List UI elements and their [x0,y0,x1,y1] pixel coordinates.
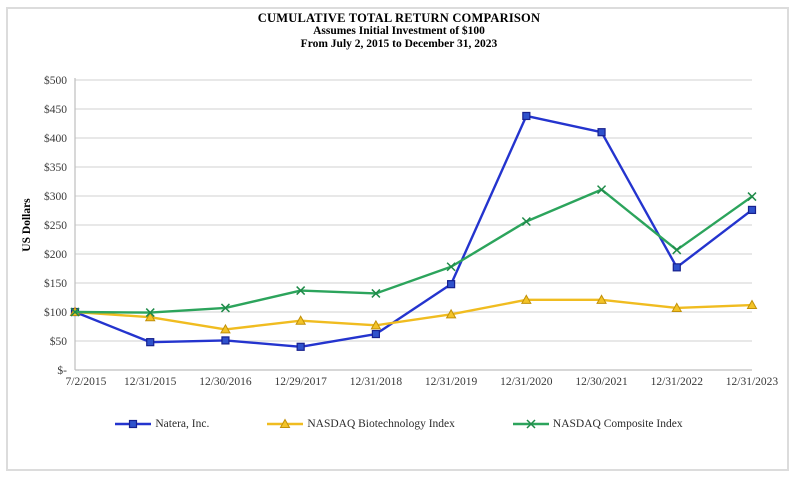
data-point-x [220,303,230,313]
data-point-triangle [746,299,758,310]
y-tick-label: $250 [44,219,67,232]
data-point-square [747,205,757,215]
data-point-triangle [671,302,683,312]
x-tick-label: 12/31/2019 [425,376,478,388]
x-tick-label: 12/31/2022 [651,376,704,388]
data-point-triangle [520,294,532,304]
data-point-triangle [370,319,382,330]
data-point-square [371,329,380,339]
y-axis-title: US Dollars [21,198,33,252]
data-point-triangle [220,323,231,334]
x-tick-label: 12/29/2017 [274,376,327,388]
legend-item-natera: Natera, Inc. [115,417,209,431]
data-point-square [597,128,606,137]
series-line-nasdaq-biotechnology-index [73,298,754,331]
data-point-x [145,308,155,318]
y-tick-label: $200 [44,248,67,261]
chart-subtitle-investment: Assumes Initial Investment of $100 [313,25,485,37]
legend-marker-triangle-icon [267,418,304,428]
x-tick-label: 12/31/2020 [500,376,553,388]
y-tick-label: $100 [44,306,67,319]
y-tick-label: $350 [44,161,67,174]
chart-title: CUMULATIVE TOTAL RETURN COMPARISON [257,11,541,25]
data-point-square [221,336,230,345]
x-tick-label: 12/31/2023 [726,376,779,388]
data-point-square [672,263,681,272]
legend-label: NASDAQ Biotechnology Index [307,418,455,430]
y-tick-label: $450 [44,103,67,116]
data-point-square [296,342,305,351]
chart-title-block: CUMULATIVE TOTAL RETURN COMPARISON Assum… [0,12,798,51]
legend: Natera, Inc. NASDAQ Biotechnology Index … [0,414,798,434]
data-point-x [597,185,607,195]
y-tick-label: $300 [44,190,67,203]
series-line-natera-inc- [73,114,754,348]
x-tick-label: 7/2/2015 [66,376,107,388]
data-point-square [146,338,155,347]
data-point-x [70,307,80,317]
data-point-x [371,288,381,298]
legend-marker-square-icon [115,419,152,429]
data-point-triangle [596,294,607,304]
data-point-square [522,111,531,121]
data-point-x [446,262,456,272]
x-tick-label: 12/31/2015 [124,376,177,388]
legend-item-biotech: NASDAQ Biotechnology Index [267,417,455,431]
data-point-triangle [144,311,156,322]
data-point-x [672,245,682,255]
y-tick-label: $500 [44,74,67,87]
series-line-nasdaq-composite-index [73,188,754,314]
y-tick-label: $50 [50,335,68,348]
data-point-triangle [295,315,307,325]
legend-item-composite: NASDAQ Composite Index [512,417,683,431]
x-tick-label: 12/30/2021 [575,376,628,388]
y-tick-label: $400 [44,132,67,145]
data-point-x [747,192,757,202]
data-point-triangle [445,308,457,319]
x-tick-label: 12/31/2018 [350,376,403,388]
legend-label: Natera, Inc. [155,418,210,430]
y-tick-label: $150 [44,277,67,290]
data-point-x [521,216,531,227]
y-tick-label: $- [57,364,67,377]
x-tick-label: 12/30/2016 [199,376,252,388]
chart-subtitle-daterange: From July 2, 2015 to December 31, 2023 [300,38,498,50]
data-point-square [447,280,456,289]
data-point-x [296,286,306,296]
legend-marker-x-icon [512,419,549,429]
legend-label: NASDAQ Composite Index [552,418,683,430]
